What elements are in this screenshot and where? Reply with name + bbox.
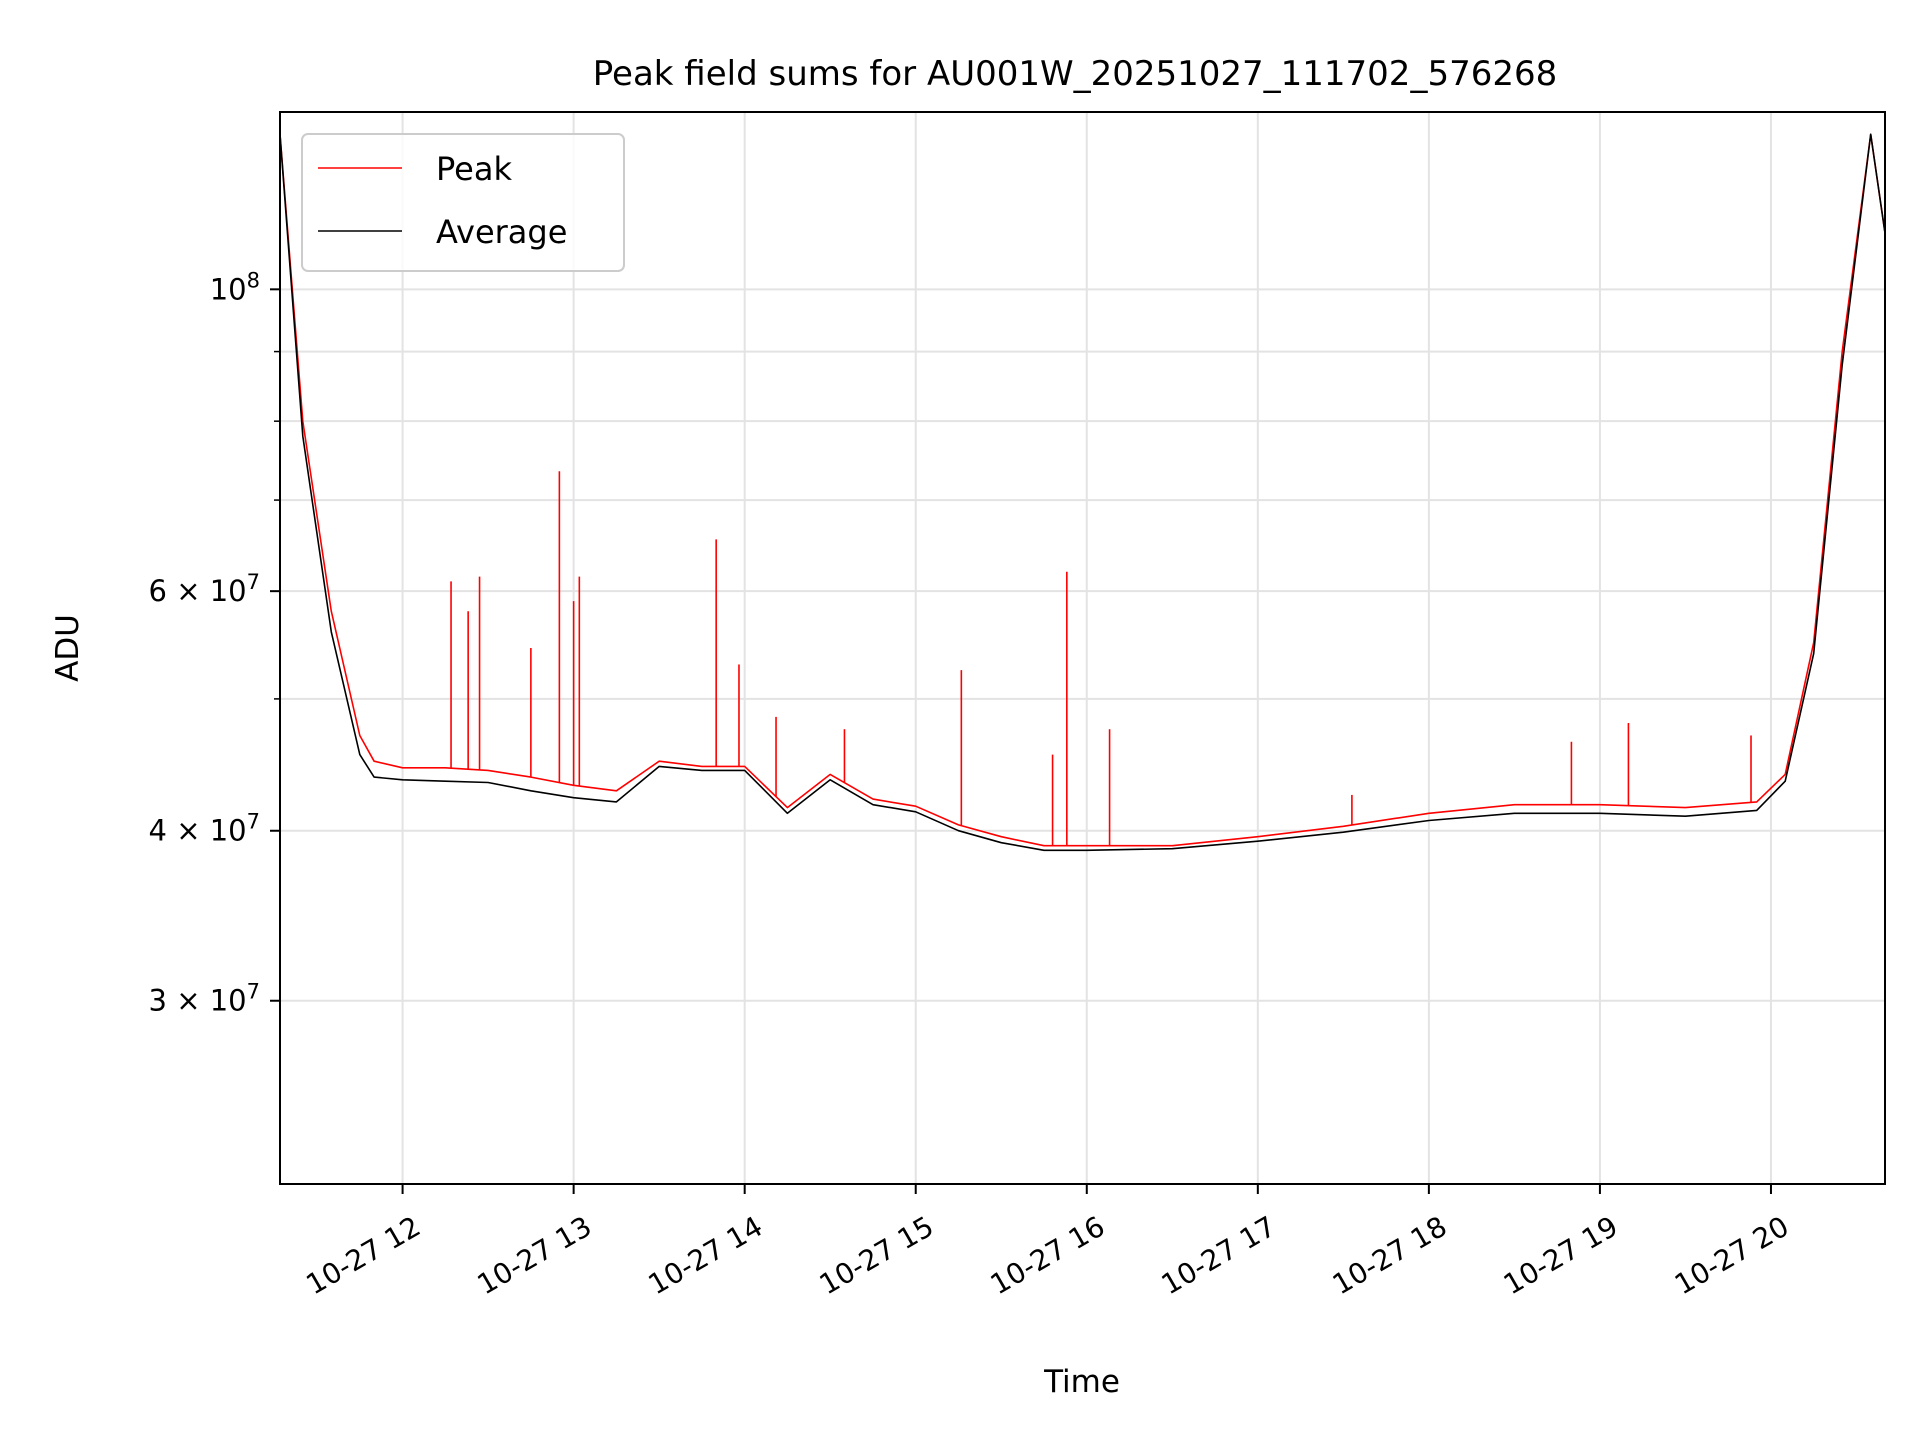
grid (280, 112, 1885, 1184)
y-tick-label: 4 × 107 (149, 810, 260, 848)
y-axis: 108 6 × 107 4 × 107 3 × 107 (149, 268, 280, 1018)
y-axis-label: ADU (50, 614, 86, 682)
series-line-average (279, 133, 1886, 852)
y-tick-label: 6 × 107 (149, 570, 260, 608)
chart-title: Peak field sums for AU001W_20251027_1117… (593, 54, 1557, 94)
x-axis-label: Time (1043, 1364, 1120, 1400)
y-tick-label: 108 (210, 268, 260, 306)
series-line-peak (279, 133, 1886, 847)
legend: Peak Average (301, 133, 625, 272)
plot-frame (279, 111, 1886, 1185)
legend-label-peak: Peak (436, 150, 512, 188)
series-layer (279, 133, 1886, 852)
y-tick-label: 3 × 107 (149, 980, 260, 1018)
legend-label-average: Average (436, 213, 567, 251)
